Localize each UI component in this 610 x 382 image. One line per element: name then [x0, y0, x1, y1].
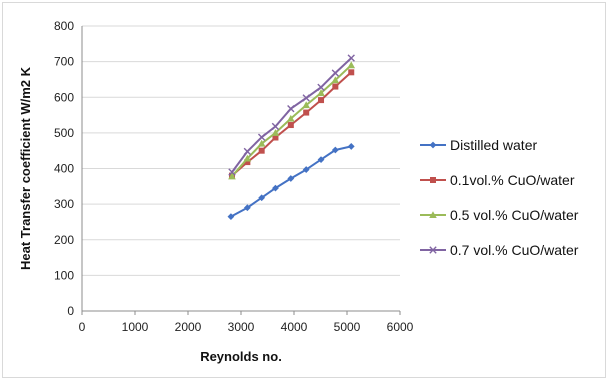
y-tick-label: 0 [67, 304, 74, 318]
data-point [287, 114, 295, 122]
data-point [331, 76, 340, 84]
legend-item: Distilled water [420, 137, 537, 153]
series-2 [228, 69, 355, 179]
data-point [303, 109, 310, 116]
x-tick-label: 5000 [334, 320, 361, 334]
x-axis-title: Reynolds no. [200, 349, 282, 364]
data-point [318, 97, 325, 104]
data-point [347, 143, 355, 150]
data-point [347, 61, 356, 69]
data-point-stroke [257, 133, 266, 141]
x-tick-label: 3000 [228, 320, 255, 334]
y-tick-label: 100 [54, 268, 74, 282]
data-point-stroke [347, 54, 355, 62]
data-point [258, 194, 266, 202]
data-point [429, 246, 437, 254]
y-axis-title: Heat Transfer coefficient W/m2 K [18, 66, 33, 270]
series-1 [227, 143, 355, 220]
data-point-stroke [271, 122, 280, 131]
x-tick-label: 0 [79, 320, 86, 334]
legend-item: 0.1vol.% CuO/water [420, 172, 575, 188]
data-point [332, 83, 339, 90]
x-tick-label: 1000 [122, 320, 149, 334]
series-lines [227, 54, 356, 220]
data-point [271, 129, 280, 136]
data-point-stroke [302, 94, 310, 102]
legend-label: Distilled water [450, 137, 537, 153]
y-tick-label: 300 [54, 197, 74, 211]
data-point [287, 104, 295, 113]
y-tick-label: 500 [54, 126, 74, 140]
x-tick-label: 2000 [175, 320, 202, 334]
data-point [347, 54, 355, 62]
chart-frame [2, 2, 606, 378]
data-point [430, 177, 436, 183]
data-point [348, 69, 355, 76]
axes: 0 100 200 300 400 500 600 700 800 0 1000 2000 3000 40… [54, 19, 414, 334]
data-point-stroke [287, 104, 295, 113]
data-point [228, 172, 236, 180]
y-tick-label: 800 [54, 19, 74, 33]
data-point [271, 122, 280, 131]
data-point-stroke [243, 147, 252, 156]
x-tick-label: 6000 [387, 320, 414, 334]
data-point [257, 133, 266, 141]
data-point [331, 146, 339, 154]
data-point-stroke [331, 69, 340, 77]
data-point [243, 147, 252, 156]
data-point [331, 69, 340, 77]
data-point [287, 175, 295, 182]
data-point [244, 159, 251, 166]
data-point-stroke [317, 83, 325, 91]
data-point [317, 156, 325, 163]
legend-item: 0.7 vol.% CuO/water [420, 242, 579, 258]
data-point [258, 147, 265, 154]
y-tick-label: 700 [54, 55, 74, 69]
data-point [227, 213, 235, 220]
data-point [302, 101, 310, 109]
data-point [429, 211, 437, 218]
y-tick-label: 200 [54, 233, 74, 247]
x-tick-label: 4000 [281, 320, 308, 334]
legend-label: 0.7 vol.% CuO/water [450, 242, 579, 258]
data-point [302, 94, 310, 102]
legend-label: 0.1vol.% CuO/water [450, 172, 575, 188]
data-point [243, 154, 252, 162]
data-point [257, 139, 266, 147]
data-point [429, 141, 437, 149]
data-point [272, 134, 279, 141]
data-point [317, 89, 325, 96]
data-point [302, 166, 310, 173]
data-point [228, 168, 236, 176]
series-3 [228, 61, 356, 180]
data-point [317, 83, 325, 91]
y-tick-label: 400 [54, 162, 74, 176]
legend-item: 0.5 vol.% CuO/water [420, 207, 579, 223]
data-point-stroke [228, 168, 236, 176]
legend-label: 0.5 vol.% CuO/water [450, 207, 579, 223]
series-4 [228, 54, 355, 176]
y-tick-label: 600 [54, 90, 74, 104]
data-point-stroke [429, 246, 437, 254]
data-point [287, 122, 294, 129]
data-point [243, 204, 251, 212]
legend: Distilled water 0.1vol.% CuO/water 0.5 vol… [420, 137, 579, 258]
data-point [272, 184, 279, 192]
